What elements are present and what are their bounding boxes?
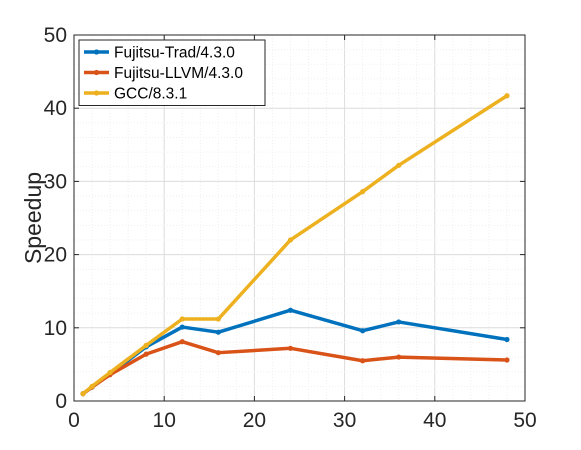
legend-marker	[93, 49, 100, 55]
x-tick-label: 40	[423, 409, 446, 432]
y-tick-label: 50	[44, 24, 67, 47]
data-point	[360, 328, 366, 334]
data-point	[143, 342, 149, 348]
data-point	[360, 189, 366, 195]
data-point	[179, 339, 185, 345]
series-3	[80, 93, 510, 397]
series-line	[81, 94, 509, 396]
axis-ticks: 0 10 20 30 40 50 0 10 20 30 40 50	[44, 24, 537, 432]
legend-entry-label: Fujitsu-Trad/4.3.0	[114, 45, 235, 62]
legend: Fujitsu-Trad/4.3.0 Fujitsu-LLVM/4.3.0 GCC/…	[78, 39, 266, 106]
y-tick-label: 40	[44, 97, 67, 120]
x-tick-label: 20	[243, 409, 266, 432]
y-tick-label: 10	[44, 317, 67, 340]
y-tick-label: 20	[44, 244, 67, 267]
data-point	[89, 383, 95, 389]
x-tick-label: 10	[153, 409, 176, 432]
data-point	[287, 307, 294, 313]
legend-marker	[93, 90, 100, 96]
x-tick-label: 30	[333, 409, 356, 432]
data-point	[179, 324, 185, 330]
y-tick-label: 30	[44, 170, 67, 193]
data-point	[504, 93, 510, 99]
data-point	[504, 336, 510, 343]
data-point	[80, 391, 86, 397]
data-point	[179, 316, 185, 322]
data-point	[215, 316, 221, 322]
data-point	[287, 345, 294, 351]
grid-lines	[73, 34, 526, 402]
data-point	[215, 350, 221, 356]
data-point	[360, 358, 366, 364]
data-point	[396, 162, 402, 168]
legend-box	[78, 39, 266, 106]
data-point	[215, 329, 221, 335]
plot-area-border	[73, 34, 526, 402]
data-point	[107, 369, 113, 376]
y-tick-label: 0	[55, 390, 67, 413]
legend-entry-label: Fujitsu-LLVM/4.3.0	[114, 65, 243, 82]
x-tick-label: 0	[68, 409, 80, 432]
series-layer	[80, 93, 510, 397]
data-point	[287, 237, 294, 243]
legend-entry-label: GCC/8.3.1	[114, 86, 187, 103]
data-point	[396, 319, 402, 325]
x-tick-label: 50	[513, 409, 536, 432]
data-point	[143, 351, 149, 357]
data-point	[504, 357, 510, 363]
y-axis-label: Speedup	[20, 172, 46, 264]
legend-marker	[93, 69, 100, 76]
data-point	[396, 354, 402, 360]
